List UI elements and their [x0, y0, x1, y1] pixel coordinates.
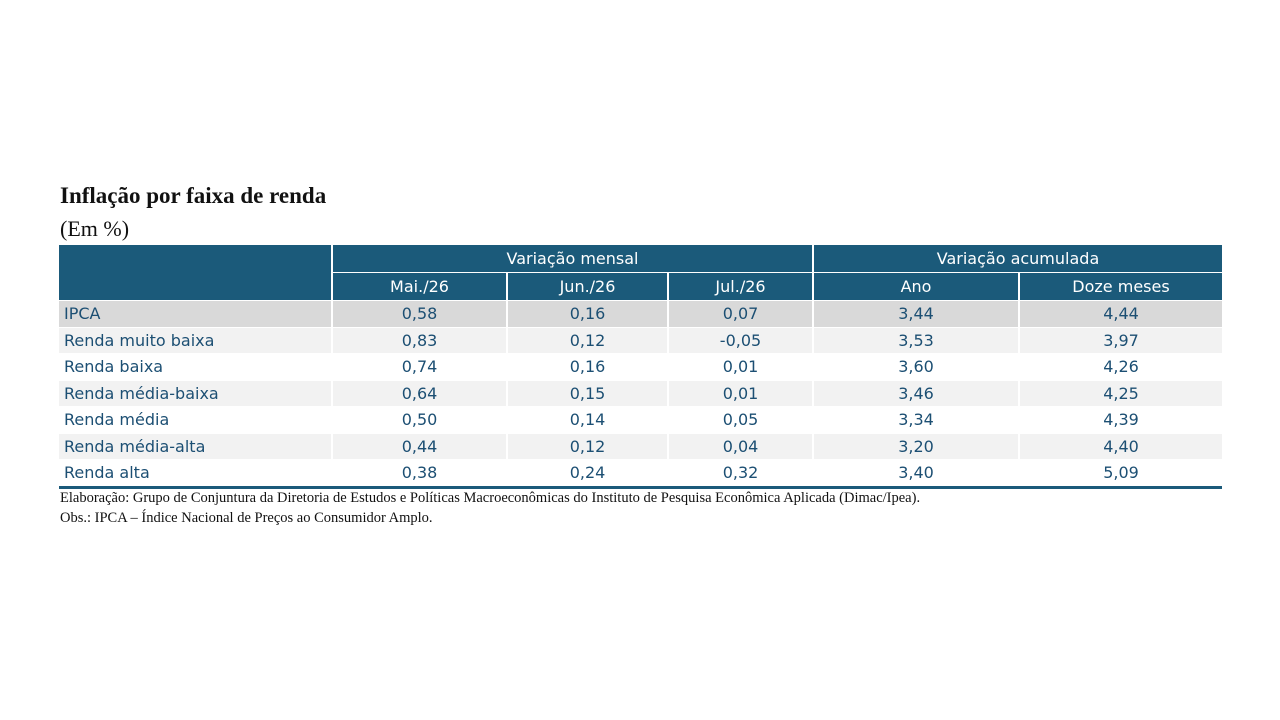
table-cell: 0,58: [331, 300, 507, 327]
table-row: IPCA 0,58 0,16 0,07 3,44 4,44: [59, 300, 1222, 327]
column-header: Doze meses: [1018, 272, 1222, 301]
column-header: Jul./26: [667, 272, 813, 301]
table-cell: 3,97: [1018, 326, 1222, 354]
table-cell: -0,05: [667, 326, 813, 354]
table-cell: 0,16: [506, 353, 668, 380]
table-cell: 0,07: [667, 300, 813, 327]
table-cell: 4,40: [1018, 432, 1222, 460]
table-cell: 0,44: [331, 432, 507, 460]
table-cell: 0,01: [667, 353, 813, 380]
table-cell: 3,53: [812, 326, 1019, 354]
table-cell: 4,39: [1018, 406, 1222, 433]
column-header: Jun./26: [506, 272, 668, 301]
row-label: Renda baixa: [59, 353, 332, 380]
table-cell: 4,44: [1018, 300, 1222, 327]
table-row: Renda muito baixa 0,83 0,12 -0,05 3,53 3…: [59, 326, 1222, 354]
table-cell: 0,15: [506, 379, 668, 407]
source-note: Elaboração: Grupo de Conjuntura da Diret…: [60, 490, 921, 506]
table-row: Renda alta 0,38 0,24 0,32 3,40 5,09: [59, 459, 1222, 487]
table-cell: 4,26: [1018, 353, 1222, 380]
table-row: Renda média-baixa 0,64 0,15 0,01 3,46 4,…: [59, 379, 1222, 407]
group-header-row: Variação mensal Variação acumulada: [59, 245, 1222, 301]
row-label: Renda alta: [59, 459, 332, 487]
table-cell: 3,60: [812, 353, 1019, 380]
row-label: Renda muito baixa: [59, 326, 332, 354]
table-cell: 3,44: [812, 300, 1019, 327]
table-cell: 3,34: [812, 406, 1019, 433]
table-cell: 0,83: [331, 326, 507, 354]
table-cell: 0,12: [506, 432, 668, 460]
table-cell: 0,14: [506, 406, 668, 433]
table-cell: 5,09: [1018, 459, 1222, 487]
table-cell: 3,40: [812, 459, 1019, 487]
row-label: IPCA: [59, 300, 332, 327]
table-title: Inflação por faixa de renda: [60, 183, 327, 208]
table-cell: 0,12: [506, 326, 668, 354]
table-cell: 0,38: [331, 459, 507, 487]
table-cell: 0,05: [667, 406, 813, 433]
table-row: Renda média 0,50 0,14 0,05 3,34 4,39: [59, 406, 1222, 433]
row-label-header: [59, 245, 332, 301]
obs-note: Obs.: IPCA – Índice Nacional de Preços a…: [60, 510, 433, 526]
column-header-row: Mai./26 Jun./26 Jul./26 Ano Doze meses: [59, 272, 1222, 301]
table-cell: 0,32: [667, 459, 813, 487]
table-cell: 0,74: [331, 353, 507, 380]
group-header-monthly: Variação mensal: [331, 245, 813, 273]
column-header: Ano: [812, 272, 1019, 301]
table-subtitle: (Em %): [60, 216, 130, 241]
table-cell: 3,20: [812, 432, 1019, 460]
inflation-table: Variação mensal Variação acumulada Mai./…: [59, 245, 1222, 489]
table-row: Renda baixa 0,74 0,16 0,01 3,60 4,26: [59, 353, 1222, 380]
column-header: Mai./26: [331, 272, 507, 301]
table-cell: 4,25: [1018, 379, 1222, 407]
group-header-accumulated: Variação acumulada: [812, 245, 1222, 273]
table-row: Renda média-alta 0,44 0,12 0,04 3,20 4,4…: [59, 432, 1222, 460]
row-label: Renda média-alta: [59, 432, 332, 460]
table-cell: 0,50: [331, 406, 507, 433]
table-cell: 0,04: [667, 432, 813, 460]
table-cell: 0,16: [506, 300, 668, 327]
table-cell: 3,46: [812, 379, 1019, 407]
table-cell: 0,24: [506, 459, 668, 487]
table-cell: 0,64: [331, 379, 507, 407]
table-cell: 0,01: [667, 379, 813, 407]
row-label: Renda média-baixa: [59, 379, 332, 407]
row-label: Renda média: [59, 406, 332, 433]
